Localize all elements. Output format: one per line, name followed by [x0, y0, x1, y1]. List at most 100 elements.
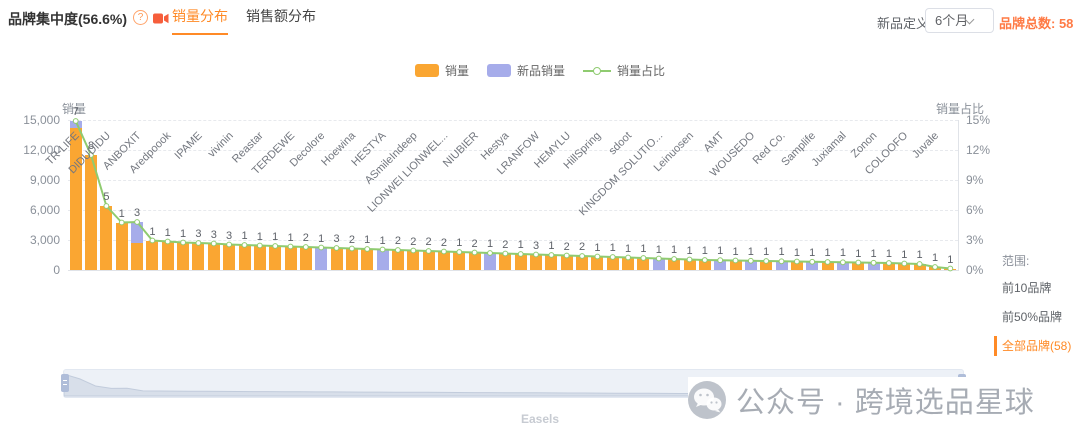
range-option-top50pct[interactable]: 前50%品牌: [1002, 310, 1063, 324]
new-sales-bar[interactable]: [806, 261, 819, 270]
product-count-label: 1: [855, 247, 862, 260]
product-count-label: 1: [517, 239, 524, 251]
new-sales-bar[interactable]: [652, 258, 665, 270]
new-sales-bar[interactable]: [836, 262, 849, 270]
sales-bar[interactable]: [437, 251, 450, 270]
period-select[interactable]: 6个月: [925, 8, 994, 33]
product-count-label: 1: [839, 247, 846, 260]
sales-bar[interactable]: [146, 240, 159, 270]
brand-axis-label: sdoot: [606, 129, 635, 158]
sales-bar[interactable]: [898, 263, 911, 270]
sales-bar[interactable]: [821, 262, 834, 270]
sales-bar[interactable]: [207, 243, 220, 270]
tab-sales-distribution[interactable]: 销量分布: [172, 6, 228, 35]
wechat-icon: [688, 380, 726, 419]
sales-bar[interactable]: [330, 248, 343, 270]
line-marker-icon: [583, 66, 611, 76]
sales-bar[interactable]: [192, 243, 205, 270]
new-sales-bar[interactable]: [484, 253, 496, 270]
sales-bar[interactable]: [284, 246, 297, 270]
product-count-label: 2: [440, 236, 447, 249]
legend-item-new-sales[interactable]: 新品销量: [486, 62, 565, 79]
sales-bar[interactable]: [790, 261, 803, 270]
sales-bar[interactable]: [499, 253, 512, 270]
product-count-label: 1: [256, 230, 263, 243]
product-count-label: 1: [180, 227, 187, 240]
sales-bar[interactable]: [913, 264, 926, 270]
sales-bar[interactable]: [530, 254, 542, 270]
product-count-label: 1: [778, 246, 785, 259]
product-count-label: 1: [732, 245, 739, 258]
help-icon[interactable]: ?: [133, 10, 148, 25]
left-tick: 0: [53, 263, 60, 277]
product-count-label: 1: [548, 240, 555, 252]
sales-bar[interactable]: [422, 251, 435, 270]
sales-bar[interactable]: [85, 155, 97, 270]
product-count-label: 1: [931, 252, 939, 264]
sales-bar[interactable]: [345, 248, 358, 270]
sales-bar[interactable]: [698, 260, 711, 270]
sales-bar[interactable]: [944, 268, 957, 270]
legend-label: 新品销量: [516, 64, 565, 78]
sales-bar[interactable]: [576, 256, 589, 270]
sales-bar[interactable]: [177, 242, 190, 270]
legend-item-sales[interactable]: 销量: [414, 62, 469, 79]
product-count-label: 1: [625, 242, 632, 255]
new-sales-bar[interactable]: [714, 260, 727, 270]
left-tick: 3,000: [29, 233, 60, 247]
range-option-all[interactable]: 全部品牌(58): [994, 336, 1071, 356]
product-count-label: 1: [686, 244, 693, 257]
right-axis-line: [958, 120, 959, 271]
sales-bar[interactable]: [299, 247, 312, 270]
sales-bar[interactable]: [115, 222, 128, 270]
sales-bar[interactable]: [161, 241, 174, 270]
sales-bar[interactable]: [453, 252, 466, 270]
sales-bar[interactable]: [852, 262, 865, 270]
sales-bar[interactable]: [560, 255, 573, 270]
legend-label: 销量: [444, 64, 469, 78]
sales-bar[interactable]: [223, 244, 236, 270]
range-option-top10[interactable]: 前10品牌: [1002, 281, 1052, 295]
product-count-label: 1: [272, 231, 279, 243]
tab-revenue-distribution[interactable]: 销售额分布: [246, 8, 316, 24]
new-sales-bar[interactable]: [744, 260, 757, 270]
product-count-label: 2: [394, 235, 401, 247]
sales-bar[interactable]: [253, 245, 266, 270]
new-sales-bar[interactable]: [376, 249, 389, 270]
sales-bar[interactable]: [391, 250, 404, 270]
sales-bar[interactable]: [729, 260, 742, 270]
product-count-label: 2: [471, 237, 478, 250]
sales-bar[interactable]: [269, 246, 282, 270]
sales-bar[interactable]: [606, 257, 619, 270]
sales-bar[interactable]: [591, 256, 604, 270]
sales-bar[interactable]: [468, 252, 481, 270]
sales-bar[interactable]: [882, 263, 895, 270]
new-sales-bar[interactable]: [315, 247, 328, 270]
new-sales-bar[interactable]: [867, 262, 880, 270]
sales-bar[interactable]: [545, 255, 558, 270]
video-tutorial-icon[interactable]: [153, 12, 169, 30]
sales-bar[interactable]: [929, 267, 941, 270]
sales-bar[interactable]: [760, 261, 773, 270]
sales-bar[interactable]: [361, 249, 374, 270]
sales-bar[interactable]: [683, 259, 696, 270]
legend-item-share[interactable]: 销量占比: [583, 62, 665, 79]
left-tick: 9,000: [29, 173, 60, 187]
product-count-label: 2: [348, 233, 355, 246]
new-sales-bar[interactable]: [775, 261, 788, 270]
product-count-label: 1: [824, 247, 831, 259]
sales-bar[interactable]: [131, 243, 144, 270]
new-sales-bar[interactable]: [69, 121, 82, 128]
datazoom-left-handle[interactable]: [61, 374, 69, 392]
range-panel: 范围: 前10品牌 前50%品牌 全部品牌(58): [994, 252, 1071, 365]
sales-bar[interactable]: [514, 254, 527, 270]
right-tick: 3%: [966, 233, 984, 247]
sales-bar[interactable]: [622, 257, 635, 270]
sales-bar[interactable]: [668, 259, 681, 270]
sales-bar[interactable]: [238, 245, 251, 270]
right-tick: 0%: [966, 263, 984, 277]
product-count-label: 1: [379, 234, 386, 247]
sales-bar[interactable]: [637, 258, 650, 270]
sales-bar[interactable]: [407, 250, 420, 270]
product-count-label: 2: [502, 238, 509, 251]
